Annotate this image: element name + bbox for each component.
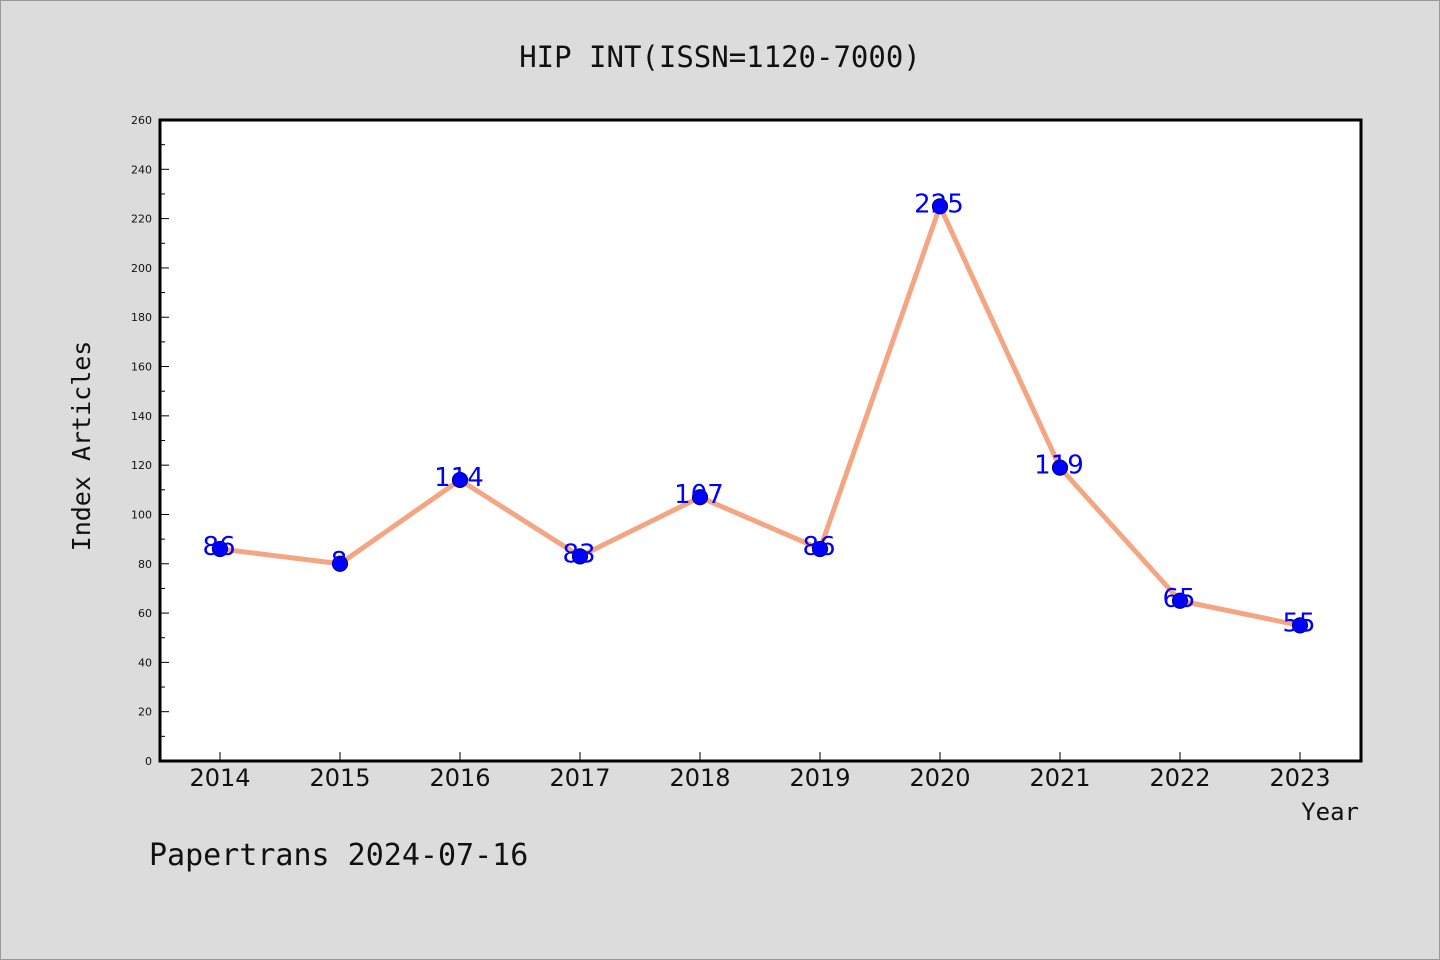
data-labels: 86 8 114 83 107 86 225 119 65 55 xyxy=(202,189,1315,638)
y-tick-label: 120 xyxy=(131,459,152,472)
data-point xyxy=(451,471,469,489)
data-label: 107 xyxy=(674,480,724,510)
y-tick-label: 0 xyxy=(145,755,152,768)
x-tick-label: 2023 xyxy=(1269,764,1330,792)
data-label: 225 xyxy=(914,189,964,219)
plot-frame xyxy=(158,118,1363,763)
data-label: 114 xyxy=(434,463,484,493)
x-tick-label: 2016 xyxy=(429,764,490,792)
x-tick-label: 2022 xyxy=(1149,764,1210,792)
footer-watermark: Papertrans 2024-07-16 xyxy=(149,838,528,873)
data-label: 119 xyxy=(1034,451,1084,481)
data-label: 86 xyxy=(202,532,235,562)
x-axis-label: Year xyxy=(1301,798,1359,826)
y-tick-label: 20 xyxy=(138,706,152,719)
x-tick-label: 2017 xyxy=(549,764,610,792)
data-label: 86 xyxy=(802,532,835,562)
plot-area xyxy=(160,120,1361,761)
chart-title: HIP INT(ISSN=1120-7000) xyxy=(519,40,921,74)
y-tick-label: 180 xyxy=(131,311,152,324)
y-tick-label: 140 xyxy=(131,410,152,423)
data-label: 55 xyxy=(1282,608,1315,638)
y-tick-label: 200 xyxy=(131,262,152,275)
series-layer xyxy=(211,198,1309,634)
data-label: 8 xyxy=(331,547,348,577)
y-axis-ticks: 0 20 40 60 80 100 120 140 160 180 200 220 240 260 xyxy=(131,114,169,768)
data-point xyxy=(331,555,349,572)
x-tick-label: 2019 xyxy=(789,764,850,792)
data-point xyxy=(1291,617,1309,634)
data-point xyxy=(211,540,229,558)
x-tick-label: 2015 xyxy=(309,764,370,792)
x-tick-label: 2018 xyxy=(669,764,730,792)
series-line xyxy=(217,203,1303,628)
data-label: 83 xyxy=(562,539,595,569)
y-tick-label: 60 xyxy=(138,607,152,620)
data-label: 65 xyxy=(1162,584,1195,614)
y-tick-label: 100 xyxy=(131,508,152,521)
y-tick-label: 160 xyxy=(131,361,152,374)
data-point xyxy=(1051,459,1069,476)
data-point xyxy=(571,548,589,565)
y-tick-label: 220 xyxy=(131,213,152,226)
data-point xyxy=(931,198,949,215)
x-tick-label: 2014 xyxy=(189,764,250,792)
data-point xyxy=(691,489,709,506)
y-tick-label: 80 xyxy=(138,558,152,571)
y-tick-label: 260 xyxy=(131,114,152,127)
data-point xyxy=(811,540,829,558)
x-tick-label: 2020 xyxy=(909,764,970,792)
x-tick-label: 2021 xyxy=(1029,764,1090,792)
y-axis-label: Index Articles xyxy=(67,341,96,552)
y-tick-label: 40 xyxy=(138,656,152,669)
x-axis-ticks: 2014 2015 2016 2017 2018 2019 2020 2021 2022 2023 xyxy=(189,752,1331,792)
data-point xyxy=(1171,592,1189,609)
y-tick-label: 240 xyxy=(131,163,152,176)
